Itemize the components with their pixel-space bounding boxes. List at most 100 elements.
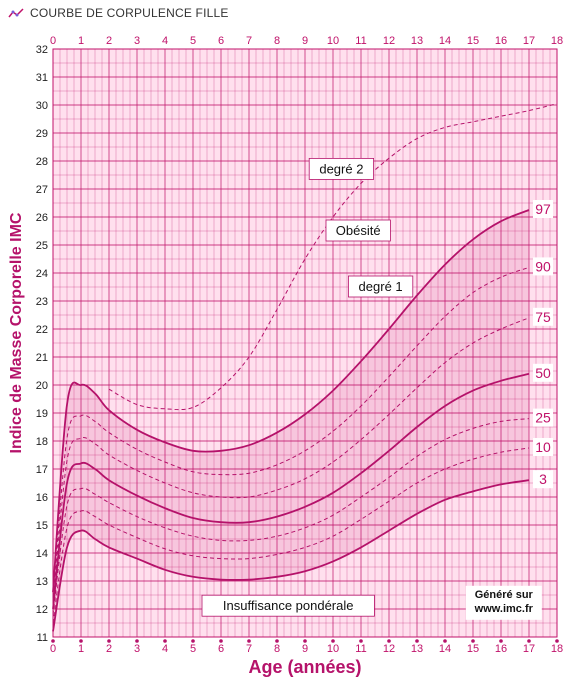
x-tick-label-bottom: 18 — [551, 643, 563, 655]
x-tick-label-top: 5 — [190, 35, 196, 47]
x-tick-dot — [443, 639, 447, 643]
y-tick-label: 30 — [36, 100, 48, 112]
y-tick-label: 28 — [36, 156, 48, 168]
annotation-box — [201, 594, 375, 617]
x-tick-dot — [191, 639, 195, 643]
chart-icon — [8, 8, 24, 18]
percentile-label-75: 75 — [535, 309, 551, 325]
x-tick-dot — [359, 639, 363, 643]
x-tick-label-top: 13 — [411, 35, 423, 47]
annotation-label: Obésité — [336, 223, 381, 238]
plot-border — [52, 48, 558, 638]
x-tick-label-top: 8 — [274, 35, 280, 47]
x-tick-dot — [107, 639, 111, 643]
credit-text: Généré sur — [475, 589, 534, 601]
y-tick-label: 23 — [36, 296, 48, 308]
x-tick-label-top: 16 — [495, 35, 507, 47]
x-tick-label-top: 17 — [523, 35, 535, 47]
series-line-97 — [52, 209, 530, 593]
y-tick-label: 21 — [36, 352, 48, 364]
x-tick-label-bottom: 0 — [50, 643, 56, 655]
y-tick-label: 15 — [36, 520, 48, 532]
x-tick-label-top: 0 — [50, 35, 56, 47]
percentile-label-box — [533, 438, 553, 456]
y-tick-label: 25 — [36, 240, 48, 252]
percentile-label-box — [533, 363, 553, 382]
y-tick-label: 17 — [36, 464, 48, 476]
annotation-box — [347, 275, 414, 298]
annotation-box — [325, 219, 391, 242]
x-tick-dot — [163, 639, 167, 643]
y-tick-label: 18 — [36, 436, 48, 448]
y-tick-label: 27 — [36, 184, 48, 196]
x-tick-label-bottom: 5 — [190, 643, 196, 655]
x-tick-dot — [387, 639, 391, 643]
y-tick-label: 24 — [36, 268, 48, 280]
x-tick-dot — [219, 639, 223, 643]
percentile-label-box — [533, 470, 553, 489]
annotation-label: degré 2 — [319, 161, 363, 176]
percentile-label-90: 90 — [535, 258, 551, 274]
x-tick-label-bottom: 16 — [495, 643, 507, 655]
series-line-75 — [52, 317, 530, 604]
x-tick-dot — [135, 639, 139, 643]
x-tick-dot — [331, 639, 335, 643]
x-tick-label-bottom: 15 — [467, 643, 479, 655]
series-line-10 — [52, 447, 530, 624]
credit-box — [465, 585, 542, 620]
x-tick-label-bottom: 2 — [106, 643, 112, 655]
credit-text: www.imc.fr — [474, 603, 534, 615]
x-tick-dot — [79, 639, 83, 643]
x-tick-label-top: 7 — [246, 35, 252, 47]
y-tick-label: 14 — [36, 548, 48, 560]
y-tick-label: 29 — [36, 128, 48, 140]
x-tick-label-bottom: 13 — [411, 643, 423, 655]
x-tick-label-top: 4 — [162, 35, 168, 47]
percentile-label-10: 10 — [535, 439, 551, 455]
x-tick-label-bottom: 4 — [162, 643, 168, 655]
x-tick-label-top: 18 — [551, 35, 563, 47]
x-tick-label-top: 6 — [218, 35, 224, 47]
percentile-label-25: 25 — [535, 410, 551, 426]
percentile-label-97: 97 — [535, 201, 551, 217]
series-line-50 — [52, 372, 530, 610]
x-tick-label-bottom: 11 — [355, 643, 366, 655]
x-tick-label-bottom: 3 — [134, 643, 140, 655]
x-tick-label-bottom: 8 — [274, 643, 280, 655]
percentile-label-3: 3 — [539, 471, 547, 487]
annotation-label: degré 1 — [359, 279, 403, 294]
y-tick-label: 26 — [36, 212, 48, 224]
y-tick-label: 12 — [36, 604, 48, 616]
x-tick-label-top: 14 — [439, 35, 451, 47]
x-tick-label-top: 3 — [134, 35, 140, 47]
x-axis-title: Age (années) — [248, 657, 361, 677]
chart-title: COURBE DE CORPULENCE FILLE — [30, 6, 229, 20]
x-tick-dot — [51, 639, 55, 643]
percentile-label-box — [533, 257, 553, 276]
series-line-25 — [52, 418, 530, 615]
x-tick-dot — [275, 639, 279, 643]
x-tick-label-top: 9 — [302, 35, 308, 47]
x-tick-label-bottom: 12 — [383, 643, 395, 655]
x-tick-label-bottom: 6 — [218, 643, 224, 655]
percentile-label-box — [533, 307, 553, 326]
annotation-label: Insuffisance pondérale — [223, 598, 354, 613]
y-tick-label: 22 — [36, 324, 48, 336]
x-tick-label-top: 11 — [355, 35, 366, 47]
x-tick-dot — [499, 639, 503, 643]
x-tick-dot — [527, 639, 531, 643]
x-tick-dot — [471, 639, 475, 643]
x-tick-label-top: 1 — [78, 35, 84, 47]
y-tick-label: 13 — [36, 576, 48, 588]
series-line-90 — [52, 266, 530, 598]
x-tick-label-top: 10 — [327, 35, 339, 47]
series-line-3 — [52, 479, 530, 632]
x-tick-label-bottom: 17 — [523, 643, 535, 655]
x-tick-dot — [555, 639, 559, 643]
x-tick-label-bottom: 1 — [78, 643, 84, 655]
x-tick-label-bottom: 9 — [302, 643, 308, 655]
y-tick-label: 16 — [36, 492, 48, 504]
y-tick-label: 11 — [37, 632, 48, 644]
percentile-label-box — [533, 200, 553, 218]
